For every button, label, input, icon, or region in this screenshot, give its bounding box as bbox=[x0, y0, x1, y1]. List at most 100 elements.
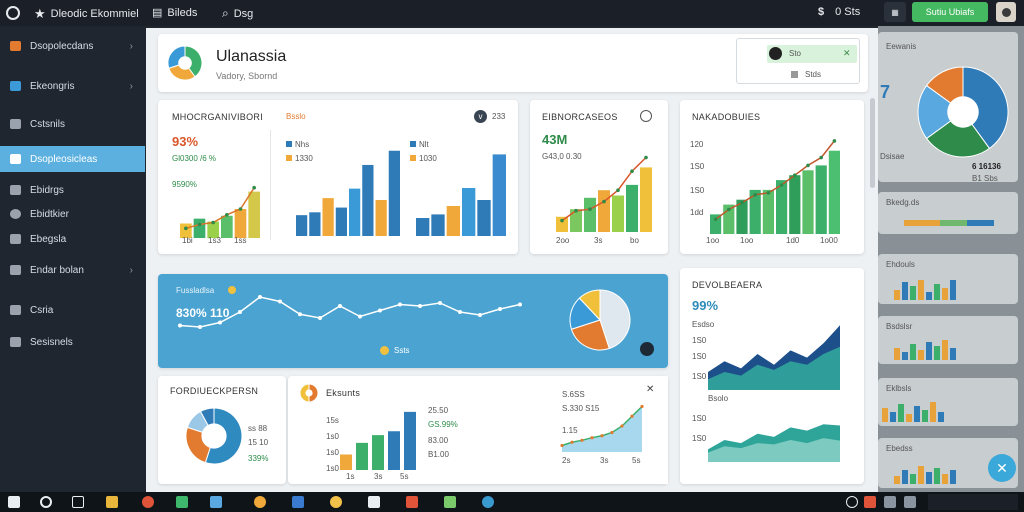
bar bbox=[431, 214, 445, 236]
battery-icon[interactable] bbox=[904, 496, 916, 508]
notification-panel[interactable]: Sto ✕ Stds bbox=[736, 38, 860, 84]
sidebar-item-8[interactable]: Endar bolan › bbox=[0, 258, 145, 282]
search-icon[interactable] bbox=[40, 496, 52, 508]
bar bbox=[736, 199, 748, 234]
y-tick: 1s0 bbox=[326, 432, 339, 441]
donut-hole bbox=[947, 96, 979, 128]
close-icon[interactable]: ✕ bbox=[843, 48, 851, 58]
bar bbox=[248, 191, 260, 238]
mini-bar-chart bbox=[894, 280, 956, 300]
task-view-icon[interactable] bbox=[72, 496, 84, 508]
area-series bbox=[562, 406, 642, 452]
bar bbox=[584, 197, 596, 232]
x-tick: 1bi bbox=[182, 236, 193, 245]
point bbox=[580, 438, 584, 442]
sidebar-item-label: Ebidtkier bbox=[30, 208, 69, 220]
office-icon[interactable] bbox=[406, 496, 418, 508]
point bbox=[211, 220, 215, 225]
coin-icon bbox=[228, 286, 236, 294]
security-icon[interactable] bbox=[864, 496, 876, 508]
search-button[interactable]: ⌕ Dsg bbox=[222, 6, 253, 21]
bar bbox=[894, 290, 900, 300]
sidebar-item-6[interactable]: Ebidtkier bbox=[0, 202, 145, 226]
point bbox=[616, 188, 620, 192]
point bbox=[574, 208, 578, 213]
start-icon[interactable] bbox=[8, 496, 20, 508]
clock[interactable] bbox=[928, 494, 1018, 510]
mail-icon[interactable] bbox=[210, 496, 222, 508]
point bbox=[298, 312, 302, 317]
browser-icon[interactable] bbox=[142, 496, 154, 508]
settings-button[interactable]: ▦ bbox=[884, 2, 906, 22]
teams-icon[interactable] bbox=[482, 496, 494, 508]
app-icon[interactable] bbox=[176, 496, 188, 508]
x-tick: 5s bbox=[400, 472, 409, 481]
bar bbox=[356, 442, 368, 470]
bar bbox=[340, 454, 352, 470]
sub-panel: ✕ S.6SS S.330 S15 1.15 2s 3s 5s bbox=[520, 376, 668, 484]
chrome-icon[interactable] bbox=[330, 496, 342, 508]
divider bbox=[270, 130, 271, 240]
y-tick: 120 bbox=[690, 140, 704, 149]
taskbar bbox=[0, 492, 1024, 512]
settings-icon[interactable] bbox=[368, 496, 380, 508]
network-icon[interactable] bbox=[846, 496, 858, 508]
close-fab-button[interactable]: ✕ bbox=[988, 454, 1016, 482]
info-icon[interactable]: v bbox=[474, 110, 487, 123]
clock-icon[interactable] bbox=[640, 110, 652, 122]
bar bbox=[882, 408, 888, 422]
badge-icon: $ bbox=[818, 6, 825, 18]
store-icon[interactable] bbox=[444, 496, 456, 508]
scrollbar[interactable] bbox=[870, 98, 875, 188]
app-logo[interactable] bbox=[6, 6, 20, 20]
document-icon: ▤ bbox=[152, 7, 163, 19]
bar bbox=[234, 209, 247, 238]
bar-chart-right bbox=[416, 154, 506, 236]
nav-item-bileds[interactable]: ▤ Bileds bbox=[152, 6, 197, 20]
document-icon bbox=[10, 154, 21, 164]
sidebar-item-7[interactable]: Ebegsla bbox=[0, 227, 145, 251]
bar bbox=[388, 150, 400, 236]
bar bbox=[416, 218, 430, 236]
sidebar-item-9[interactable]: Csria bbox=[0, 298, 145, 322]
mini-bar bbox=[904, 220, 994, 226]
sidebar-item-2[interactable]: Ekeongris › bbox=[0, 74, 145, 98]
sidebar-item-4[interactable]: Dsopleosicleas bbox=[0, 146, 145, 172]
point bbox=[238, 310, 242, 314]
point bbox=[198, 325, 202, 329]
user-avatar[interactable] bbox=[996, 2, 1016, 22]
bar bbox=[388, 431, 400, 470]
header-card: Ulanassia Vadory, Sbornd Sto ✕ Stds bbox=[158, 34, 868, 92]
primary-action-button[interactable]: Sutiu Ubiafs bbox=[912, 2, 988, 22]
chrome-icon[interactable] bbox=[254, 496, 266, 508]
sidebar-item-10[interactable]: Sesisnels bbox=[0, 330, 145, 354]
sidebar-item-3[interactable]: Cstsnils bbox=[0, 112, 145, 136]
pie-slice bbox=[917, 84, 964, 140]
pie-chart bbox=[569, 289, 631, 351]
point bbox=[620, 424, 624, 428]
bar bbox=[296, 215, 308, 236]
compass-icon[interactable] bbox=[640, 342, 654, 356]
legend-label: 15 10 bbox=[248, 438, 269, 447]
bar bbox=[934, 346, 940, 360]
edge-icon[interactable] bbox=[292, 496, 304, 508]
sidebar-item-5[interactable]: Ebidrgs bbox=[0, 178, 145, 202]
sidebar-item-label: Dsopleosicleas bbox=[30, 153, 98, 165]
point bbox=[225, 213, 229, 217]
folder-icon[interactable] bbox=[106, 496, 118, 508]
notification-area[interactable]: $0 Sts bbox=[818, 6, 860, 18]
sales-card: EIBNORCASEOS 43M G43,0 0.30 2oo 3s bo bbox=[530, 100, 668, 254]
app-title-area[interactable]: ★ Dleodic Ekommiel bbox=[34, 6, 139, 22]
mini-bar-chart bbox=[882, 402, 944, 422]
bar bbox=[902, 282, 908, 300]
right-mini-card-3: Bsdslsr bbox=[878, 316, 1018, 364]
sidebar-item-1[interactable]: Dsopolecdans › bbox=[0, 34, 145, 58]
bar bbox=[950, 280, 956, 300]
volume-icon[interactable] bbox=[884, 496, 896, 508]
close-icon[interactable]: ✕ bbox=[646, 384, 655, 395]
right-donut-chart bbox=[917, 66, 1009, 158]
y-tick: 1S0 bbox=[692, 434, 707, 443]
metric-value: 99% bbox=[692, 298, 719, 313]
combo-bar-line-chart bbox=[710, 139, 840, 234]
metric-value: S.6SS bbox=[562, 390, 585, 399]
